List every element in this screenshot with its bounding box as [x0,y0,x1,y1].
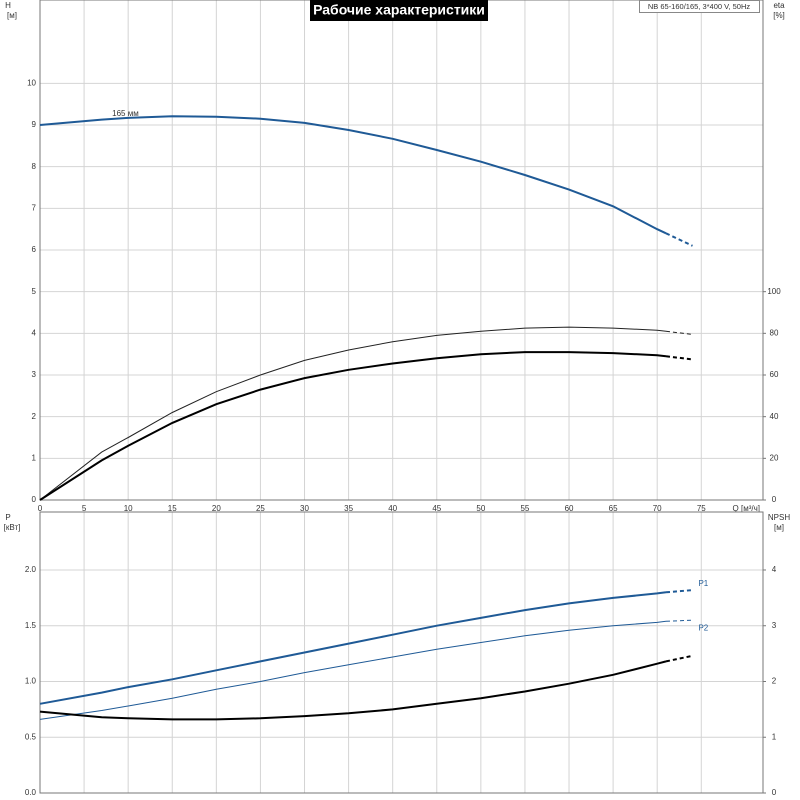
curve [39,351,667,501]
y2-axis-unit: [м] [774,523,784,532]
x-tick-label: 65 [609,504,618,513]
title-box [310,0,488,21]
curve-label: 165 мм [112,109,139,118]
y2-tick-label: 2 [772,677,777,686]
x-axis-label: Q [м³/ч] [733,504,760,513]
curve [665,355,693,361]
x-tick-label: 45 [432,504,441,513]
y-tick-label: 3 [32,370,37,379]
x-tick-label: 50 [476,504,485,513]
x-tick-label: 60 [565,504,574,513]
curve [39,591,667,705]
y-axis-label: H [5,1,11,10]
x-tick-label: 55 [520,504,529,513]
y-tick-label: 0.5 [25,732,37,741]
curve-label: P1 [698,579,708,588]
y-tick-label: 6 [32,245,37,254]
y-tick-label: 1 [32,453,37,462]
y-tick-label: 8 [32,162,37,171]
curve [39,620,667,720]
plots: 0 5 10 15 20 25 30 35 40 45 50 55 60 65 70 750123456789… [4,0,790,797]
x-tick-label: 15 [168,504,177,513]
y-tick-label: 1.0 [25,677,37,686]
y-tick-label: 4 [32,328,37,337]
plot: 0.0 0.5 1.0 1.5 2.0 0 1 2 3 4 P[кВт] NPSH[м] P1 P2 [4,511,790,797]
plot: 0 5 10 15 20 25 30 35 40 45 50 55 60 65 70 750123456789… [5,0,785,513]
y-tick-label: 0.0 [25,788,37,797]
y-tick-label: 10 [27,78,36,87]
x-tick-label: 40 [388,504,397,513]
y2-tick-label: 20 [770,453,779,462]
chart-title: Рабочие характеристики [313,2,485,18]
y-tick-label: 7 [32,203,37,212]
y2-tick-label: 3 [772,621,777,630]
y-tick-label: 5 [32,287,37,296]
x-tick-label: 25 [256,504,265,513]
y2-axis-unit: [%] [773,11,785,20]
curve [665,330,693,335]
y-tick-label: 0 [32,495,37,504]
y2-tick-label: 100 [767,287,781,296]
x-tick-label: 30 [300,504,309,513]
y2-axis-label: eta [773,1,785,10]
curve [665,589,693,594]
y-axis-unit: [кВт] [4,523,21,532]
info-box [639,0,760,13]
y2-tick-label: 60 [770,370,779,379]
curve [39,326,667,501]
curve-label: P2 [698,623,708,632]
y-tick-label: 9 [32,120,37,129]
curve [665,619,693,622]
y2-tick-label: 80 [770,328,779,337]
curve [665,232,693,247]
x-tick-label: 0 [38,504,43,513]
y-axis-unit: [м] [7,11,17,20]
y-tick-label: 1.5 [25,621,37,630]
x-tick-label: 75 [697,504,706,513]
y-tick-label: 2 [32,412,37,421]
x-tick-label: 10 [124,504,133,513]
curve [39,115,667,235]
curve [665,654,693,663]
x-tick-label: 5 [82,504,87,513]
y2-tick-label: 1 [772,732,777,741]
y2-tick-label: 0 [772,495,777,504]
y2-axis-label: NPSH [768,513,790,522]
plot-frame [39,0,764,501]
y2-tick-label: 40 [770,412,779,421]
x-tick-label: 35 [344,504,353,513]
x-tick-label: 20 [212,504,221,513]
y2-tick-label: 0 [772,788,777,797]
x-tick-label: 70 [653,504,662,513]
y-axis-label: P [5,513,10,522]
y2-tick-label: 4 [772,565,777,574]
y-tick-label: 2.0 [25,565,37,574]
curve [39,660,667,721]
plot-frame [39,511,764,794]
pump-info: NB 65-160/165, 3*400 V, 50Hz [648,2,751,11]
